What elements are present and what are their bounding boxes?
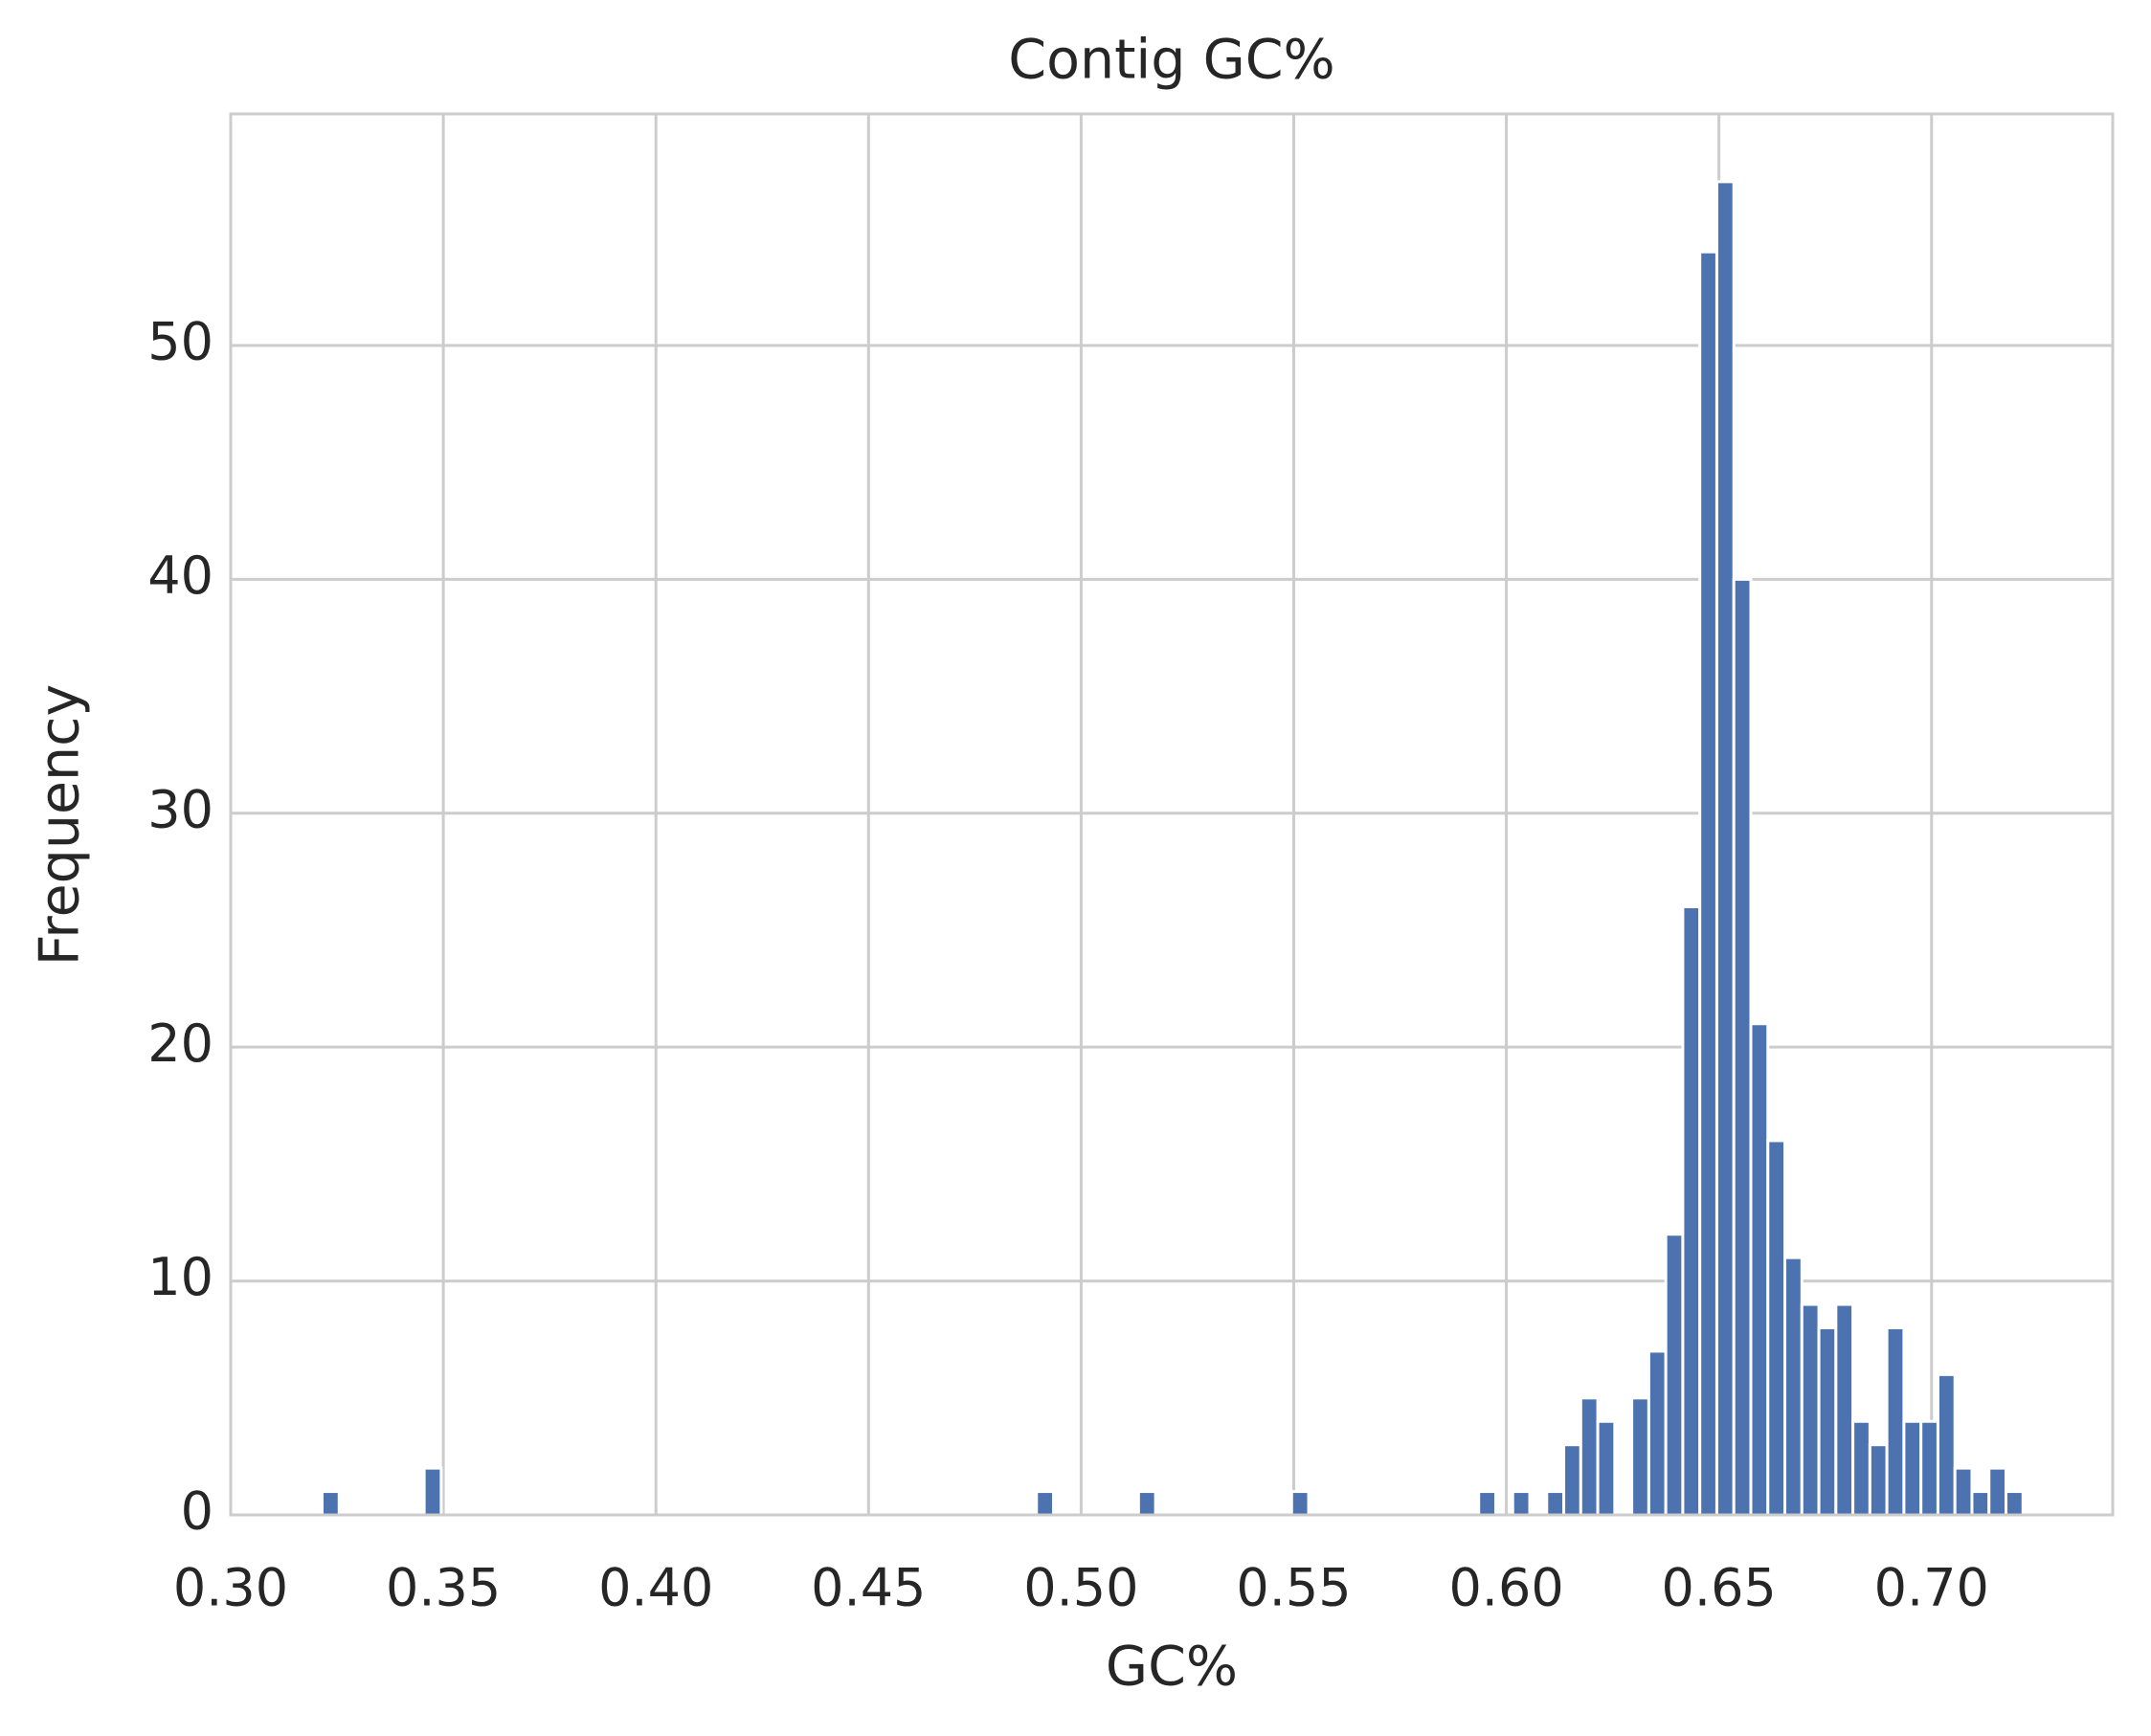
grid [229,114,2113,1517]
bar [1970,1490,1991,1517]
bar [1953,1466,1974,1517]
x-axis-label: GC% [1106,1636,1238,1699]
bar [1681,905,1702,1517]
bar [1834,1302,1855,1517]
x-tick-label: 0.45 [811,1558,926,1618]
bar [1885,1325,1906,1517]
x-tick-label: 0.50 [1023,1558,1138,1618]
bar [1851,1419,1871,1517]
bar [1749,1022,1770,1517]
x-tick-label: 0.35 [386,1558,501,1618]
y-tick-label: 50 [147,312,213,372]
bar [1579,1396,1600,1517]
bar [1868,1443,1889,1517]
x-tick-label: 0.70 [1874,1558,1989,1618]
bar [1783,1256,1804,1517]
bar [1664,1233,1685,1517]
bar [2005,1490,2025,1517]
bar [1511,1490,1532,1517]
bar [1596,1419,1617,1517]
x-tick-label: 0.30 [173,1558,288,1618]
bar [1477,1490,1497,1517]
y-axis-label: Frequency [29,684,92,966]
x-tick-label: 0.60 [1448,1558,1563,1618]
bars [321,180,2025,1517]
x-tick-label: 0.40 [598,1558,713,1618]
y-tick-label: 40 [147,545,213,606]
y-tick-label: 0 [181,1481,213,1542]
bar [1698,250,1718,1517]
bar [1732,577,1753,1517]
bar [321,1490,341,1517]
bar [1817,1325,1838,1517]
chart-title: Contig GC% [1008,29,1334,92]
bar [1987,1466,2008,1517]
x-tick-label: 0.65 [1662,1558,1777,1618]
bar [1035,1490,1056,1517]
bar [1902,1419,1923,1517]
axes-frame [229,112,2115,1517]
bar [1766,1139,1787,1517]
x-tick-label: 0.55 [1236,1558,1351,1618]
bar [1562,1443,1582,1517]
bar [1545,1490,1566,1517]
bar [1800,1302,1821,1517]
ticks: 0 10 20 30 40 50 0.30 0.35 0.40 0.45 0.50 0.55 0.60 0… [147,312,1989,1618]
bar [1714,180,1736,1517]
bar [1630,1396,1650,1517]
y-tick-label: 30 [147,779,213,839]
bar [422,1466,443,1517]
y-tick-label: 10 [147,1247,213,1307]
bar [1289,1490,1311,1517]
bar [1919,1419,1939,1517]
y-tick-label: 20 [147,1013,213,1074]
bar [1647,1349,1668,1517]
bar [1936,1372,1957,1517]
bar [1136,1490,1157,1517]
